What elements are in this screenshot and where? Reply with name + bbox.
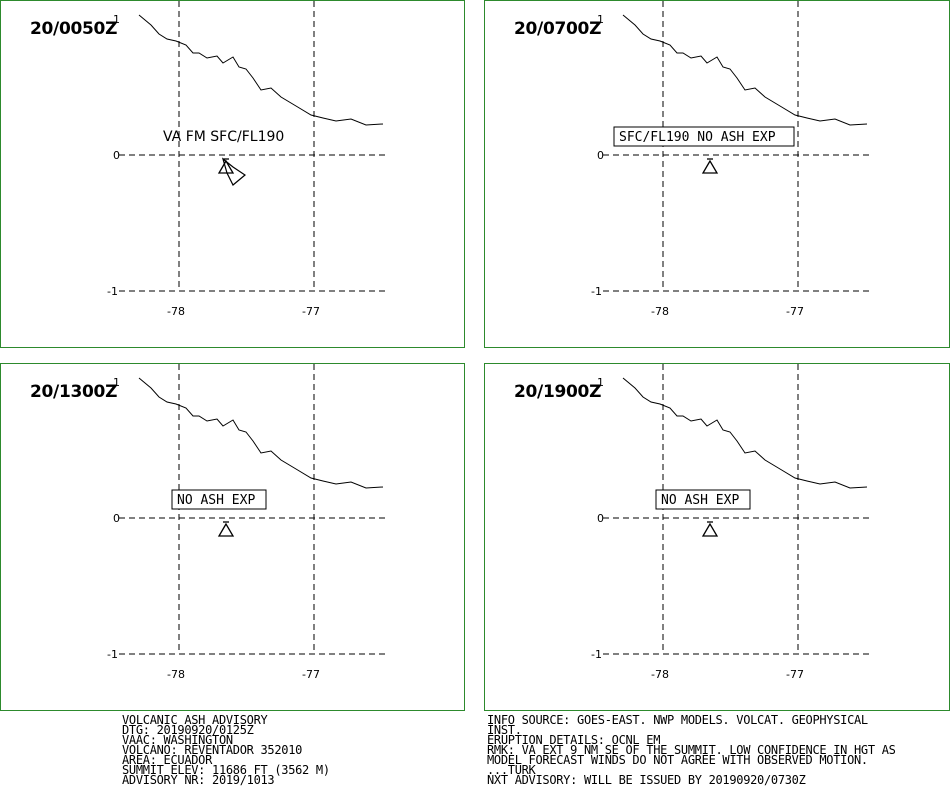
panel-time-label: 20/1900Z [514, 382, 602, 402]
lon-label: -78 [167, 305, 185, 318]
lon-label: -77 [302, 305, 320, 318]
advisory-line: MODEL FORECAST WINDS DO NOT AGREE WITH O… [487, 753, 868, 767]
lat-label: 1 [597, 13, 604, 26]
forecast-note-box [613, 126, 795, 147]
lat-label: -1 [591, 648, 602, 661]
map-panel-3: 1 0 -1 -78 -77 NO ASH EXP 20/1300Z [0, 363, 465, 711]
forecast-note-box [171, 489, 267, 510]
coastline [622, 14, 868, 126]
panel-time-label: 20/0700Z [514, 19, 602, 39]
advisory-line: DTG: 20190920/0125Z [122, 723, 254, 737]
advisory-line: ADVISORY NR: 2019/1013 [122, 773, 275, 787]
advisory-line: INST. [487, 723, 522, 737]
panel-time-label: 20/1300Z [30, 382, 118, 402]
advisory-line: VAAC: WASHINGTON [122, 733, 233, 747]
advisory-info-left: VOLCANIC ASH ADVISORY DTG: 20190920/0125Z… [122, 713, 330, 787]
map-canvas: 1 0 -1 -78 -77 NO ASH EXP [591, 364, 870, 681]
advisory-line: VOLCANIC ASH ADVISORY [122, 713, 268, 727]
forecast-note: VA FM SFC/FL190 [163, 129, 284, 145]
forecast-note: SFC/FL190 NO ASH EXP [619, 130, 776, 145]
advisory-line: INFO SOURCE: GOES-EAST. NWP MODELS. VOLC… [487, 713, 868, 727]
map-panel-1: 1 0 -1 -78 -77 VA FM SFC/FL190 20/0050Z [0, 0, 465, 348]
coastline [622, 377, 868, 489]
lat-label: 1 [113, 376, 120, 389]
advisory-info-right: INFO SOURCE: GOES-EAST. NWP MODELS. VOLC… [487, 713, 896, 787]
map-canvas: 1 0 -1 -78 -77 SFC/FL190 NO ASH EXP [591, 1, 870, 318]
map-panel-4: 1 0 -1 -78 -77 NO ASH EXP 20/1900Z [484, 363, 950, 711]
volcano-icon [217, 521, 235, 537]
lat-label: -1 [107, 285, 118, 298]
map-panel-2: 1 0 -1 -78 -77 SFC/FL190 NO ASH EXP 20/0700Z [484, 0, 950, 348]
map-canvas: 1 0 -1 -78 -77 NO ASH EXP [107, 364, 386, 681]
lon-label: -77 [302, 668, 320, 681]
lat-label: 1 [597, 376, 604, 389]
advisory-line: NXT ADVISORY: WILL BE ISSUED BY 20190920… [487, 773, 806, 787]
lat-label: 0 [113, 512, 120, 525]
lat-label: 0 [113, 149, 120, 162]
lon-label: -78 [651, 305, 669, 318]
lat-label: -1 [107, 648, 118, 661]
coastline [138, 14, 384, 126]
volcano-icon [217, 158, 235, 174]
lon-label: -78 [167, 668, 185, 681]
lon-label: -78 [651, 668, 669, 681]
lon-label: -77 [786, 305, 804, 318]
forecast-note: NO ASH EXP [177, 493, 255, 508]
forecast-note: NO ASH EXP [661, 493, 739, 508]
advisory-line: VOLCANO: REVENTADOR 352010 [122, 743, 303, 757]
lon-label: -77 [786, 668, 804, 681]
coastline [138, 377, 384, 489]
advisory-line: ...TURK [487, 763, 536, 777]
panel-time-label: 20/0050Z [30, 19, 118, 39]
forecast-note-box [655, 489, 751, 510]
volcano-icon [701, 158, 719, 174]
lat-label: 1 [113, 13, 120, 26]
advisory-line: ERUPTION DETAILS: OCNL EM [487, 733, 661, 747]
advisory-line: AREA: ECUADOR [122, 753, 213, 767]
lat-label: -1 [591, 285, 602, 298]
volcano-icon [701, 521, 719, 537]
map-canvas: 1 0 -1 -78 -77 VA FM SFC/FL190 [107, 1, 386, 318]
ash-cloud-polygon [221, 157, 247, 186]
advisory-line: RMK: VA EXT 9 NM SE OF THE SUMMIT. LOW C… [487, 743, 896, 757]
graticule [119, 1, 386, 292]
lat-label: 0 [597, 512, 604, 525]
lat-label: 0 [597, 149, 604, 162]
advisory-line: SUMMIT ELEV: 11686 FT (3562 M) [122, 763, 330, 777]
